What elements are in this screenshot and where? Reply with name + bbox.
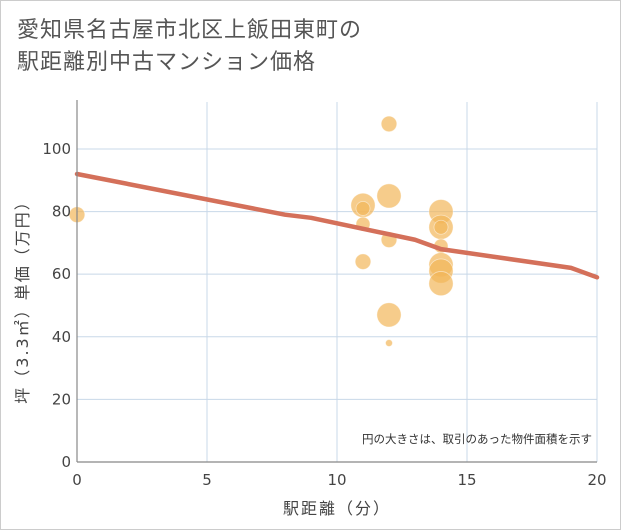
x-tick-label: 10 (327, 471, 346, 489)
x-tick-label: 15 (457, 471, 476, 489)
bubble-point (376, 183, 402, 209)
x-axis-label: 駅距離（分） (283, 499, 391, 518)
x-tick-label: 20 (587, 471, 606, 489)
chart-title-line-1: 愛知県名古屋市北区上飯田東町の (17, 18, 363, 43)
bubble-size-note: 円の大きさは、取引のあった物件面積を示す (362, 432, 592, 446)
axes: 0 5 10 15 20 0 20 40 60 80 100 (42, 100, 607, 489)
trend-line-group (74, 171, 600, 280)
y-tick-label: 60 (52, 265, 71, 283)
bubble-point (354, 253, 372, 270)
y-tick-label: 0 (61, 453, 71, 471)
bubble-point (428, 271, 454, 297)
grid-lines (77, 102, 598, 462)
chart-title-line-2: 駅距離別中古マンション価格 (17, 50, 317, 75)
x-tick-label: 0 (72, 471, 82, 489)
y-tick-label: 80 (52, 203, 71, 221)
bubble-point (376, 302, 402, 328)
bubbles (68, 115, 454, 347)
bubble-point (380, 115, 398, 133)
chart-title: 愛知県名古屋市北区上飯田東町の 駅距離別中古マンション価格 (17, 15, 607, 79)
x-tick-label: 5 (202, 471, 212, 489)
y-tick-label: 40 (52, 328, 71, 346)
y-tick-label: 100 (42, 140, 71, 158)
trend-line (74, 171, 600, 280)
bubble-point (433, 219, 449, 235)
y-tick-label: 20 (52, 390, 71, 408)
bubble-point (385, 339, 393, 347)
y-axis-label: 坪（3.3㎡）単価（万円） (13, 192, 32, 403)
bubble-point (355, 201, 371, 216)
